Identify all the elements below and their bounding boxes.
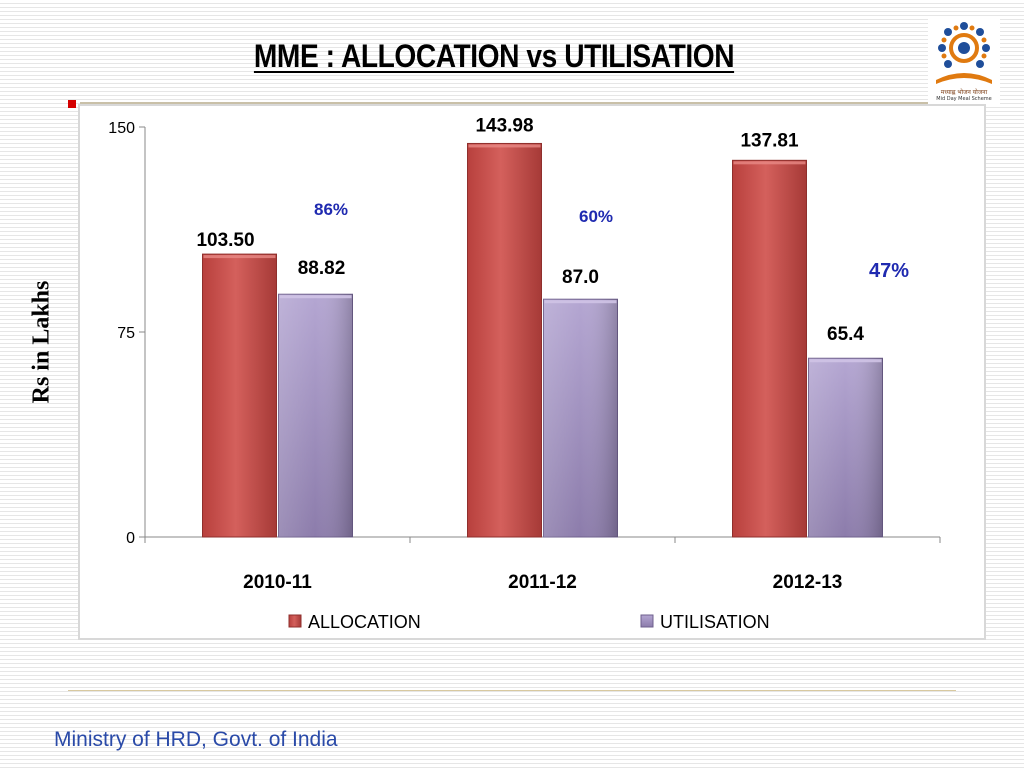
logo-caption-english: Mid Day Meal Scheme	[936, 96, 992, 102]
x-tick-label: 2011-12	[508, 572, 577, 593]
bar-allocation-highlight	[203, 255, 276, 259]
y-tick-label: 75	[117, 325, 135, 342]
legend-swatch	[288, 614, 302, 628]
bar-utilisation-shade	[543, 299, 618, 537]
bar-utilisation-highlight	[809, 359, 882, 363]
data-label: 87.0	[562, 267, 599, 288]
footer-text: Ministry of HRD, Govt. of India	[54, 728, 338, 751]
data-label: 65.4	[827, 324, 864, 345]
y-tick-label: 150	[108, 120, 135, 137]
bar-allocation	[467, 142, 542, 538]
slide-title: MME : ALLOCATION vs UTILISATION	[253, 38, 735, 74]
legend-entry: UTILISATION	[660, 612, 770, 632]
bar-allocation-highlight	[468, 144, 541, 148]
logo-emblem-icon	[936, 22, 992, 84]
legend-swatch	[640, 614, 654, 628]
utilisation-percent-label: 86%	[314, 200, 348, 219]
title-divider	[80, 102, 936, 104]
mid-day-meal-logo: मध्याह्न भोजन योजना Mid Day Meal Scheme	[928, 18, 1000, 104]
bar-allocation	[202, 253, 277, 538]
logo-caption-hindi: मध्याह्न भोजन योजना	[940, 89, 988, 96]
data-label: 88.82	[298, 258, 346, 279]
x-tick-label: 2012-13	[773, 572, 843, 593]
bar-allocation	[732, 159, 807, 538]
utilisation-percent-label: 60%	[579, 207, 613, 226]
footer-divider	[68, 690, 956, 691]
x-tick-label: 2010-11	[243, 572, 312, 593]
bar-allocation-highlight	[733, 161, 806, 165]
utilisation-percent-label: 47%	[869, 260, 909, 282]
legend-entry: ALLOCATION	[308, 612, 421, 632]
bar-utilisation-highlight	[544, 300, 617, 304]
bar-utilisation-shade	[278, 294, 353, 537]
bullet-marker	[68, 100, 76, 108]
data-label: 137.81	[740, 130, 799, 151]
data-label: 143.98	[475, 115, 533, 136]
y-tick-label: 0	[126, 530, 135, 547]
bar-utilisation-shade	[808, 358, 883, 537]
bar-utilisation-highlight	[279, 295, 352, 299]
data-label: 103.50	[196, 230, 254, 251]
